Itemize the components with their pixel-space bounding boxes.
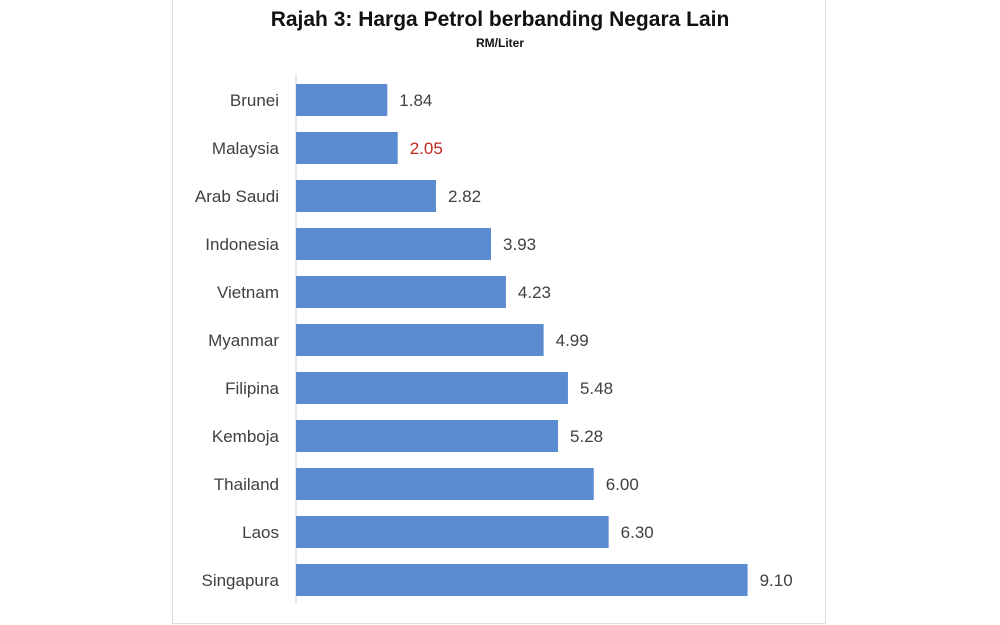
value-label-vietnam: 4.23	[518, 283, 551, 302]
category-label-kemboja: Kemboja	[212, 427, 280, 446]
value-label-filipina: 5.48	[580, 379, 613, 398]
category-label-myanmar: Myanmar	[208, 331, 279, 350]
value-label-brunei: 1.84	[399, 91, 432, 110]
category-label-filipina: Filipina	[225, 379, 279, 398]
chart-subtitle: RM/Liter	[476, 36, 524, 50]
bar-filipina	[296, 372, 568, 404]
bar-kemboja	[296, 420, 559, 452]
value-label-myanmar: 4.99	[556, 331, 589, 350]
bar-indonesia	[296, 228, 492, 260]
category-label-brunei: Brunei	[230, 91, 279, 110]
bar-myanmar	[296, 324, 544, 356]
value-label-malaysia: 2.05	[410, 139, 443, 158]
bar-vietnam	[296, 276, 506, 308]
bar-thailand	[296, 468, 594, 500]
category-label-thailand: Thailand	[214, 475, 279, 494]
category-label-singapura: Singapura	[201, 571, 279, 590]
category-label-laos: Laos	[242, 523, 279, 542]
chart-frame	[172, 0, 826, 624]
value-label-indonesia: 3.93	[503, 235, 536, 254]
value-label-singapura: 9.10	[760, 571, 793, 590]
value-label-thailand: 6.00	[606, 475, 639, 494]
category-label-vietnam: Vietnam	[217, 283, 279, 302]
category-label-arab-saudi: Arab Saudi	[195, 187, 279, 206]
bar-arab-saudi	[296, 180, 436, 212]
chart-title: Rajah 3: Harga Petrol berbanding Negara …	[270, 8, 730, 31]
category-label-malaysia: Malaysia	[212, 139, 280, 158]
value-label-laos: 6.30	[621, 523, 654, 542]
bar-laos	[296, 516, 609, 548]
value-label-arab-saudi: 2.82	[448, 187, 481, 206]
bar-brunei	[296, 84, 388, 116]
bar-malaysia	[296, 132, 398, 164]
bar-singapura	[296, 564, 748, 596]
category-label-indonesia: Indonesia	[205, 235, 279, 254]
value-label-kemboja: 5.28	[570, 427, 603, 446]
